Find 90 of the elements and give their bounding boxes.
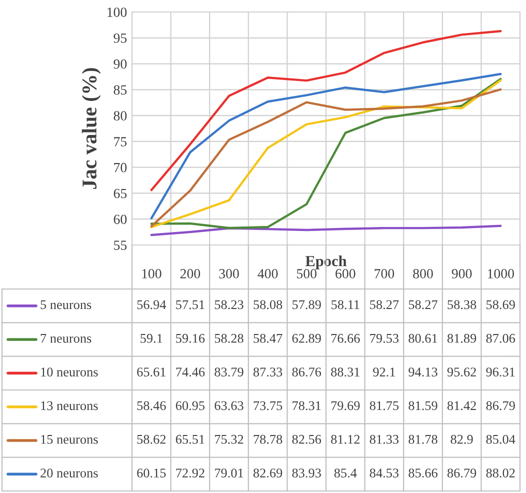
data-label: 62.89	[292, 334, 321, 343]
data-label: 56.94	[137, 300, 166, 310]
data-label: 85.04	[486, 434, 516, 444]
x-tick-label: 300	[219, 269, 239, 278]
data-label: 86.79	[447, 468, 476, 478]
data-label: 81.12	[331, 434, 360, 444]
data-label: 58.38	[448, 300, 476, 310]
data-label: 60.95	[176, 401, 205, 410]
data-label: 59.1	[140, 334, 162, 343]
x-tick-label: 600	[336, 269, 356, 278]
data-label: 63.63	[214, 401, 244, 410]
data-label: 58.62	[137, 434, 166, 444]
data-label: 58.11	[332, 300, 360, 310]
data-label: 75.32	[215, 434, 244, 444]
data-label: 58.23	[214, 300, 244, 310]
data-label: 81.89	[447, 334, 476, 343]
data-label: 85.66	[408, 468, 438, 478]
y-tick-label: 85	[114, 85, 127, 95]
x-axis-title: Epoch	[305, 255, 347, 270]
data-label: 74.46	[176, 368, 205, 377]
data-label: 58.27	[370, 300, 399, 310]
data-label: 81.78	[408, 434, 438, 444]
x-tick-label: 200	[180, 269, 200, 278]
data-label: 88.31	[331, 368, 360, 377]
data-label: 81.59	[408, 401, 438, 410]
data-label: 86.76	[292, 368, 322, 377]
data-label: 86.79	[486, 401, 515, 410]
data-label: 80.61	[408, 334, 438, 343]
data-label: 76.66	[331, 334, 360, 343]
data-label: 81.75	[370, 401, 399, 410]
x-tick-label: 800	[413, 269, 433, 278]
data-label: 96.31	[486, 368, 515, 377]
y-tick-label: 65	[114, 188, 127, 198]
data-label: 79.69	[331, 401, 360, 410]
data-label: 58.69	[486, 300, 515, 310]
data-label: 81.33	[370, 434, 399, 444]
data-label: 60.15	[137, 468, 166, 478]
data-label: 58.47	[254, 334, 282, 343]
legend-label: 20 neurons	[40, 468, 98, 478]
x-tick-label: 100	[142, 269, 162, 278]
data-label: 79.53	[370, 334, 399, 343]
data-label: 83.79	[214, 368, 244, 377]
data-label: 92.1	[373, 368, 395, 377]
x-tick-label: 400	[258, 269, 278, 278]
data-label: 78.31	[292, 401, 321, 410]
data-label: 65.61	[137, 368, 166, 377]
y-tick-label: 55	[114, 240, 127, 250]
x-tick-label: 500	[296, 269, 316, 278]
data-label: 82.9	[450, 434, 473, 444]
data-label: 95.62	[447, 368, 476, 377]
data-label: 79.01	[215, 468, 244, 478]
data-label: 82.69	[253, 468, 282, 478]
legend-label: 5 neurons	[40, 300, 92, 310]
line-series	[150, 224, 502, 236]
data-label: 94.13	[408, 368, 438, 377]
data-label: 82.56	[292, 434, 322, 444]
data-label: 78.78	[254, 434, 282, 444]
legend-label: 7 neurons	[40, 334, 92, 343]
legend-label: 10 neurons	[41, 368, 98, 376]
y-tick-label: 95	[114, 34, 127, 43]
y-tick-label: 75	[114, 137, 127, 146]
x-tick-label: 900	[452, 269, 472, 278]
y-tick-label: 70	[114, 162, 127, 172]
data-label: 81.42	[447, 401, 476, 410]
data-label: 88.02	[486, 468, 515, 478]
data-label: 58.28	[214, 334, 244, 343]
x-tick-label: 1000	[488, 269, 514, 278]
line-series	[150, 30, 502, 192]
x-tick-label: 700	[374, 269, 394, 278]
data-label: 58.27	[408, 300, 438, 310]
data-label: 57.89	[292, 300, 321, 310]
y-tick-label: 90	[114, 59, 127, 69]
legend-label: 15 neurons	[41, 434, 98, 444]
y-axis-title: Jac value (%)	[82, 68, 101, 189]
data-label: 58.08	[254, 300, 282, 310]
y-tick-label: 60	[114, 214, 127, 224]
data-label: 85.4	[334, 468, 357, 478]
data-label: 84.53	[370, 468, 399, 478]
y-tick-label: 100	[108, 8, 127, 17]
data-label: 83.93	[292, 468, 321, 478]
data-label: 73.75	[254, 401, 282, 410]
legend-label: 13 neurons	[41, 401, 98, 410]
data-label: 72.92	[176, 468, 204, 478]
data-label: 87.06	[486, 334, 516, 343]
data-label: 57.51	[176, 300, 204, 310]
data-label: 59.16	[176, 334, 205, 343]
data-label: 65.51	[176, 434, 204, 444]
y-tick-label: 80	[114, 111, 127, 121]
data-label: 87.33	[253, 368, 282, 377]
data-label: 58.46	[137, 401, 166, 410]
